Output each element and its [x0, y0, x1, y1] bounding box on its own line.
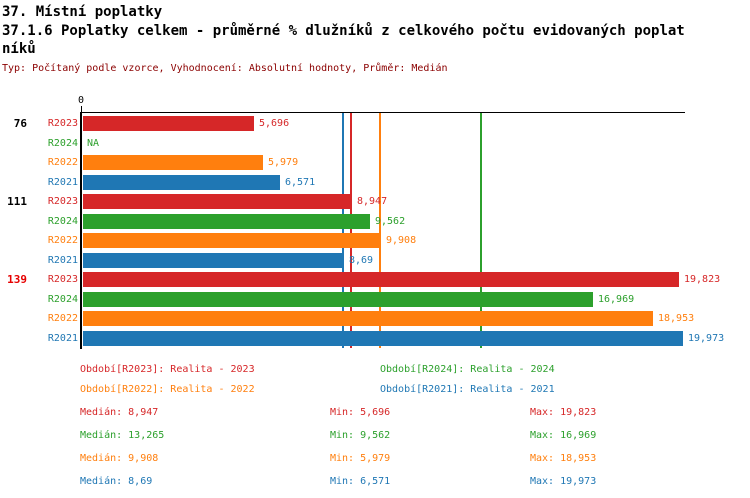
x-axis-zero-tick — [81, 106, 82, 112]
bar-value-label: 19,973 — [688, 332, 725, 344]
bar-value-label: 8,947 — [357, 196, 388, 207]
bar — [83, 174, 280, 190]
series-label: R2021 — [47, 332, 78, 344]
series-label: R2021 — [47, 176, 78, 188]
stat-max-r2021: Max: 19,973 — [530, 476, 597, 487]
series-label: R2024 — [47, 137, 78, 149]
bar — [83, 291, 593, 307]
series-label: R2023 — [47, 118, 78, 129]
report-title: 37. Místní poplatky — [2, 4, 163, 20]
stat-median-r2023: Medián: 8,947 — [80, 407, 159, 418]
bar-value-label: 18,953 — [658, 313, 695, 324]
group-label: 139 — [7, 273, 27, 286]
bar-value-label: 6,571 — [285, 176, 316, 188]
series-label: R2023 — [47, 274, 78, 285]
stat-min-r2022: Min: 5,979 — [330, 453, 391, 464]
stat-median-r2024: Medián: 13,265 — [80, 430, 165, 441]
bar — [83, 252, 344, 268]
stat-max-r2022: Max: 18,953 — [530, 453, 597, 464]
series-label: R2021 — [47, 254, 78, 266]
stat-min-r2021: Min: 6,571 — [330, 476, 391, 487]
legend-item-r2024: Období[R2024]: Realita - 2024 — [380, 364, 555, 375]
y-axis-line — [80, 112, 82, 349]
legend-item-r2022: Období[R2022]: Realita - 2022 — [80, 384, 255, 395]
stat-min-r2023: Min: 5,696 — [330, 407, 391, 418]
stat-max-r2023: Max: 19,823 — [530, 407, 597, 418]
bar-value-label: NA — [87, 137, 100, 149]
bar — [83, 330, 683, 346]
report-meta: Typ: Počítaný podle vzorce, Vyhodnocení:… — [2, 63, 448, 74]
report-subtitle-line2: níků — [2, 41, 36, 57]
series-label: R2022 — [47, 313, 78, 324]
bar-value-label: 16,969 — [598, 293, 635, 305]
median-line-r2022 — [379, 113, 381, 348]
bar-value-label: 9,908 — [386, 235, 417, 246]
legend-item-r2023: Období[R2023]: Realita - 2023 — [80, 364, 255, 375]
stat-max-r2024: Max: 16,969 — [530, 430, 597, 441]
bar — [83, 155, 263, 170]
group-label: 111 — [7, 195, 27, 208]
bar-value-label: 5,979 — [268, 157, 299, 168]
bar-value-label: 9,562 — [375, 215, 406, 227]
series-label: R2024 — [47, 293, 78, 305]
bar-value-label: 8,69 — [349, 254, 374, 266]
median-line-r2024 — [480, 113, 482, 348]
x-axis-line — [81, 112, 685, 113]
stat-median-r2021: Medián: 8,69 — [80, 476, 153, 487]
median-line-r2023 — [350, 113, 352, 348]
series-label: R2022 — [47, 157, 78, 168]
series-label: R2024 — [47, 215, 78, 227]
series-label: R2023 — [47, 196, 78, 207]
bar-value-label: 19,823 — [684, 274, 721, 285]
median-line-r2021 — [342, 113, 344, 348]
stat-median-r2022: Medián: 9,908 — [80, 453, 159, 464]
bar — [83, 311, 653, 326]
stat-min-r2024: Min: 9,562 — [330, 430, 391, 441]
series-label: R2022 — [47, 235, 78, 246]
bar — [83, 116, 254, 131]
bar-value-label: 5,696 — [259, 118, 290, 129]
group-label: 76 — [13, 117, 27, 130]
bar — [83, 272, 679, 287]
x-axis-zero-tick-label: 0 — [77, 95, 85, 106]
report-subtitle-line1: 37.1.6 Poplatky celkem - průměrné % dluž… — [2, 23, 685, 39]
bar — [83, 233, 381, 248]
bar — [83, 213, 370, 229]
bar — [83, 194, 352, 209]
legend-item-r2021: Období[R2021]: Realita - 2021 — [380, 384, 555, 395]
